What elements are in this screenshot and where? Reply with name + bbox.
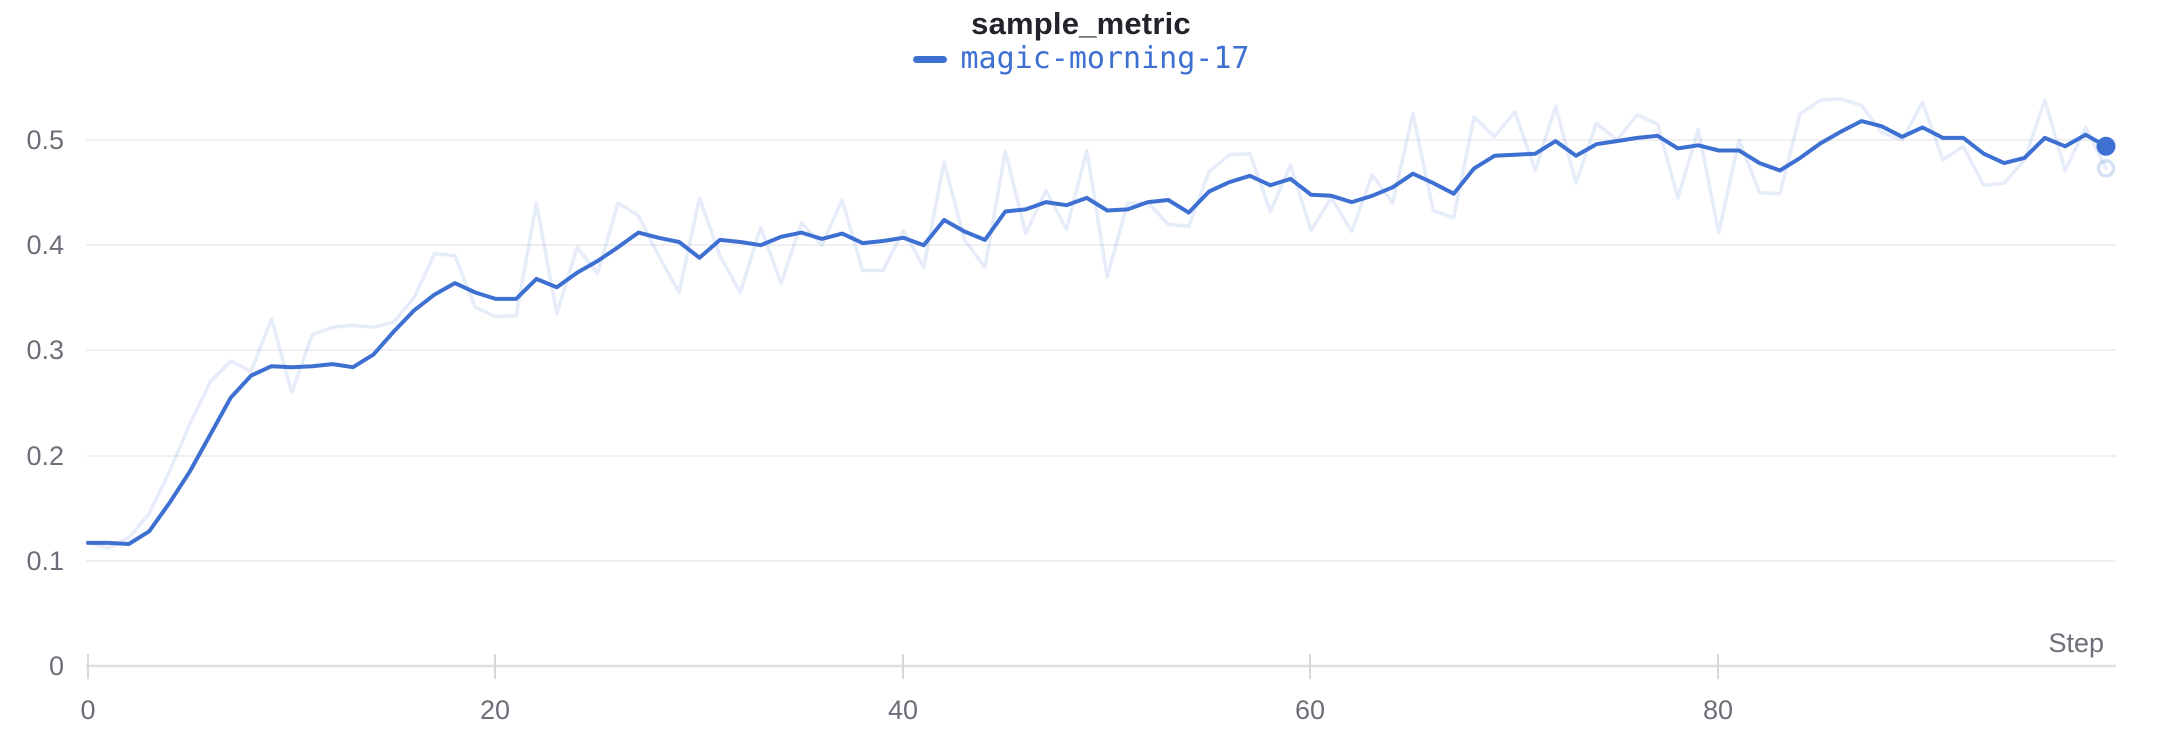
series-line-smoothed	[86, 119, 2108, 546]
y-tick-label: 0.2	[26, 441, 64, 471]
y-tick-label: 0.1	[26, 546, 64, 576]
legend: magic-morning-17	[0, 44, 2162, 74]
legend-item[interactable]: magic-morning-17	[912, 41, 1250, 76]
x-axis-title: Step	[2048, 628, 2104, 658]
x-tick-label: 0	[80, 695, 95, 725]
x-tick-label: 80	[1703, 695, 1733, 725]
y-tick-label: 0.5	[26, 125, 64, 155]
x-tick-labels: 0 20 40 60 80	[80, 695, 1733, 725]
chart-title: sample_metric	[971, 6, 1191, 41]
series-endpoint-dot	[2096, 136, 2116, 156]
series-endpoint-ring	[2096, 159, 2116, 178]
legend-series-name: magic-morning-17	[960, 41, 1250, 76]
x-tick-marks	[87, 654, 1719, 679]
y-tick-label: 0.4	[26, 230, 64, 260]
x-tick-label: 20	[480, 695, 510, 725]
y-tick-labels: 0.5 0.4 0.3 0.2 0.1 0	[26, 125, 64, 681]
x-tick-label: 60	[1295, 695, 1325, 725]
gridlines	[86, 139, 2116, 562]
series-line-original	[86, 97, 2108, 550]
series-group	[86, 97, 2116, 550]
y-tick-label: 0.3	[26, 335, 64, 365]
x-tick-label: 40	[888, 695, 918, 725]
legend-line-swatch	[912, 55, 947, 63]
y-tick-label: 0	[49, 651, 64, 681]
